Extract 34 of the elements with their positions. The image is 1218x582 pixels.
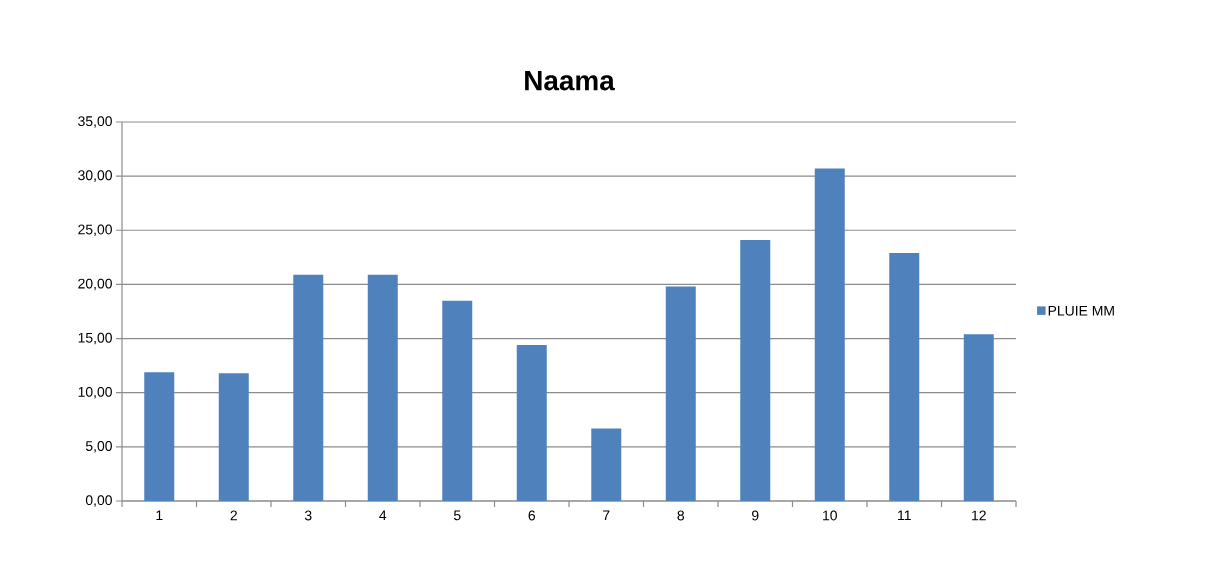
x-tick-label: 6 — [528, 510, 536, 521]
chart-title: Naama — [525, 71, 615, 91]
bar — [665, 286, 696, 501]
bar — [516, 345, 547, 501]
y-tick-label: 20,00 — [78, 278, 112, 291]
bar — [367, 274, 398, 501]
x-tick-label: 11 — [898, 510, 911, 521]
y-tick-label: 5,00 — [85, 441, 112, 453]
x-tick-label: 9 — [752, 510, 759, 521]
bar — [293, 274, 324, 501]
bar — [963, 334, 994, 501]
y-tick-label: 15,00 — [78, 332, 112, 345]
y-tick-label: 25,00 — [78, 224, 112, 237]
bar — [814, 168, 845, 501]
bar — [218, 373, 249, 501]
y-tick-label: 0,00 — [85, 495, 112, 507]
x-tick-label: 3 — [304, 510, 312, 521]
y-tick-label: 10,00 — [78, 386, 112, 399]
y-tick-label: 30,00 — [78, 170, 112, 182]
x-tick-label: 8 — [677, 510, 685, 521]
bar — [442, 300, 473, 501]
bar — [740, 240, 771, 501]
legend-label: PLUIE MM — [1048, 305, 1114, 316]
bar — [144, 372, 175, 501]
y-tick-label: 35,00 — [78, 116, 112, 128]
x-tick-label: 7 — [603, 510, 610, 521]
bar — [889, 253, 920, 501]
x-tick-label: 5 — [453, 510, 461, 521]
x-tick-label: 10 — [823, 510, 837, 521]
x-tick-label: 2 — [230, 510, 237, 521]
x-tick-label: 12 — [972, 510, 986, 521]
x-tick-label: 1 — [156, 510, 163, 521]
bar — [591, 428, 622, 501]
x-tick-label: 4 — [379, 510, 387, 521]
